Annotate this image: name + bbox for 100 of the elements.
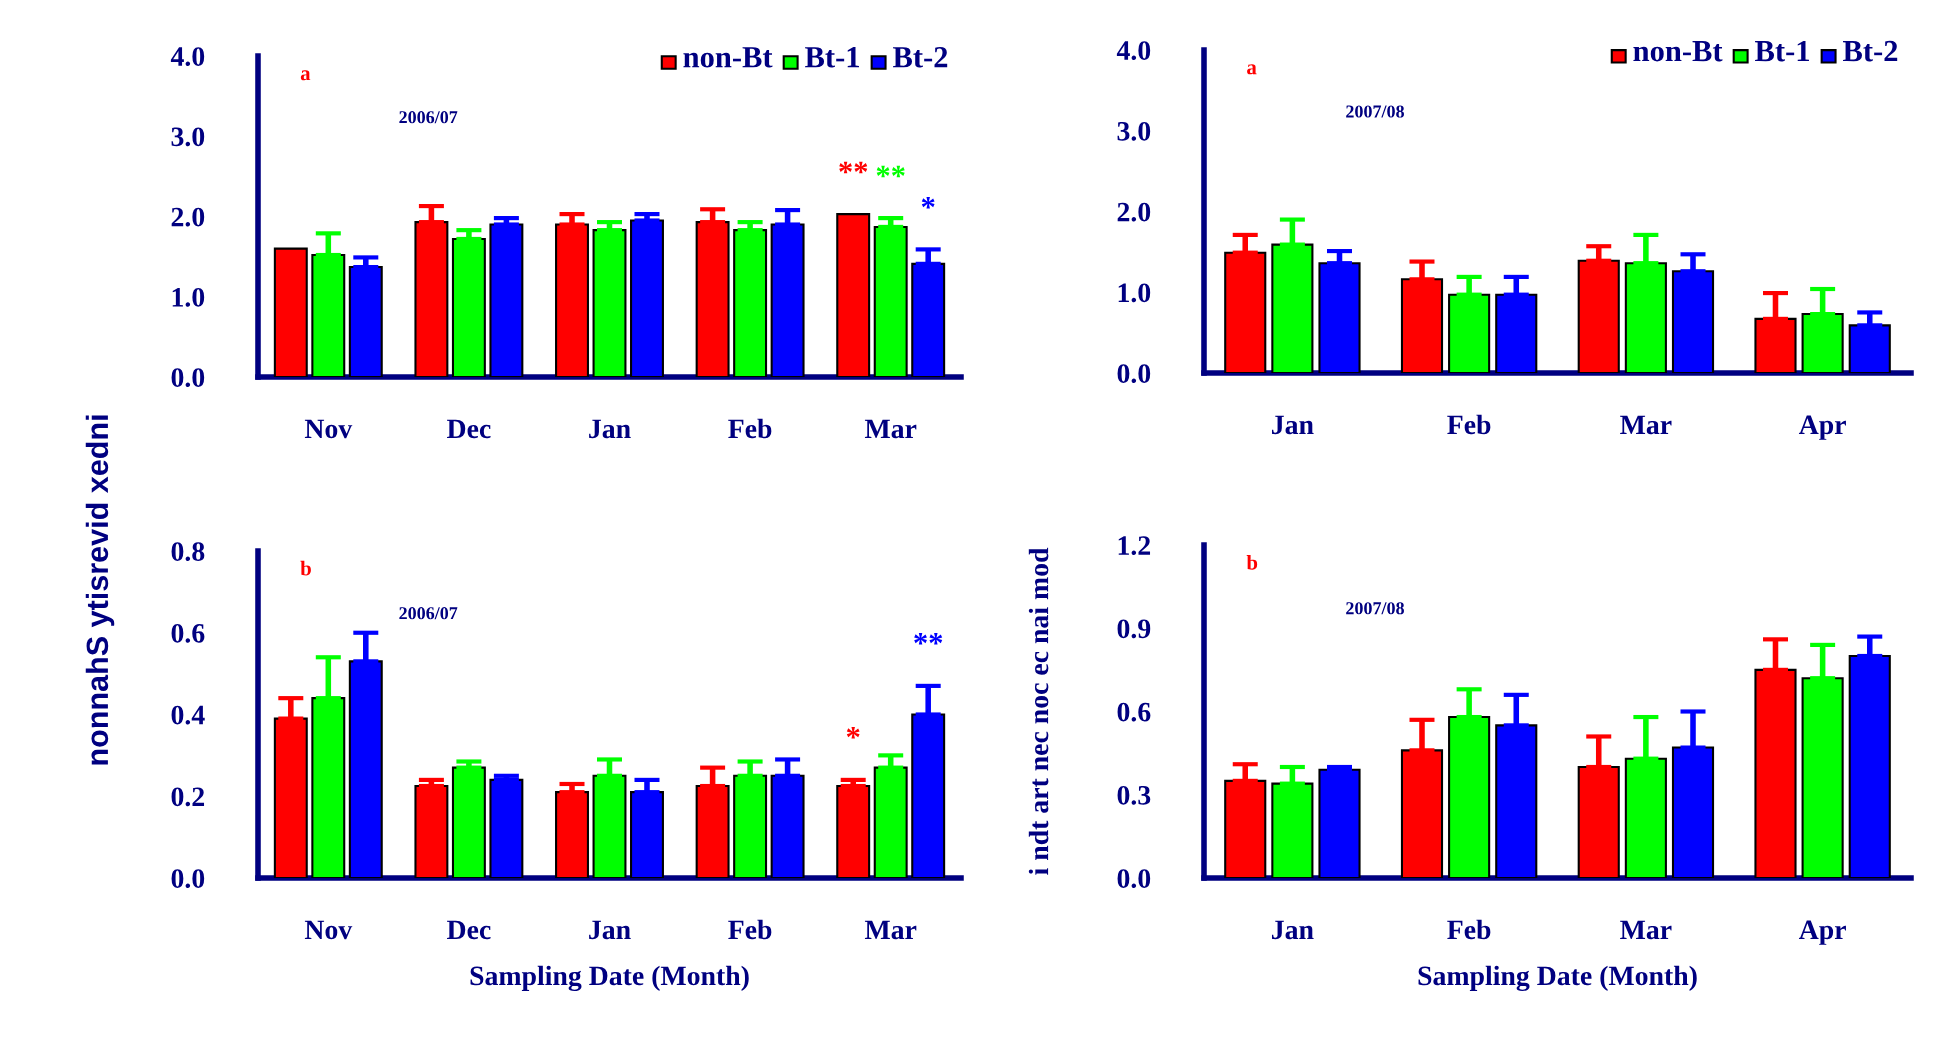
bar bbox=[695, 784, 730, 878]
bar bbox=[1271, 243, 1314, 373]
data-label: ** bbox=[876, 165, 905, 178]
bar bbox=[1318, 262, 1361, 373]
bar bbox=[911, 262, 946, 377]
chart-title: b bbox=[1246, 554, 1258, 570]
bar bbox=[1448, 293, 1491, 373]
bar bbox=[592, 229, 627, 377]
bar bbox=[1400, 749, 1444, 878]
bar bbox=[1754, 668, 1797, 878]
y-tick-label: 0.9 bbox=[1117, 619, 1151, 639]
x-tick-label: Feb bbox=[728, 919, 772, 940]
bar bbox=[1577, 259, 1620, 373]
bar bbox=[1848, 654, 1891, 878]
bar bbox=[1271, 782, 1314, 878]
bar bbox=[451, 237, 486, 377]
chart-title: a bbox=[300, 70, 311, 81]
y-tick-label: 1.2 bbox=[1118, 536, 1151, 556]
bar bbox=[273, 717, 308, 878]
bar bbox=[1801, 677, 1844, 878]
chart-title: b bbox=[300, 560, 311, 576]
y-tick-label: 1.0 bbox=[172, 287, 205, 307]
bar bbox=[1577, 765, 1620, 878]
bar bbox=[770, 223, 805, 377]
bar bbox=[311, 253, 346, 377]
bar bbox=[1448, 716, 1491, 878]
legend-label: non-Bt bbox=[683, 47, 773, 68]
bar bbox=[414, 221, 449, 377]
bar bbox=[348, 266, 383, 377]
bar bbox=[770, 774, 805, 878]
x-tick-label: Mar bbox=[1620, 415, 1672, 435]
x-tick-label: Jan bbox=[589, 419, 631, 439]
x-tick-label: Dec bbox=[447, 920, 491, 940]
bar bbox=[1754, 317, 1797, 373]
x-tick-label: Jan bbox=[1272, 920, 1314, 940]
bar bbox=[1671, 746, 1715, 878]
y-tick-label: 0.2 bbox=[171, 787, 205, 807]
bar bbox=[695, 221, 730, 377]
y-tick-label: 0.0 bbox=[171, 869, 205, 889]
text: 2006/07 bbox=[399, 607, 458, 620]
y-tick-label: 0.3 bbox=[1117, 785, 1151, 805]
bar bbox=[873, 766, 908, 878]
chart-title: a bbox=[1247, 64, 1257, 75]
y-tick-label: 0.6 bbox=[171, 623, 205, 643]
x-tick-label: Feb bbox=[1447, 919, 1491, 940]
x-tick-label: Feb bbox=[728, 418, 772, 439]
bar bbox=[1671, 270, 1715, 373]
bar bbox=[592, 774, 627, 878]
x-tick-label: Nov bbox=[304, 920, 353, 940]
x-tick-label: Mar bbox=[864, 920, 917, 940]
x-tick-label: Dec bbox=[447, 419, 491, 439]
bar bbox=[873, 225, 908, 377]
bar bbox=[1495, 293, 1538, 373]
bar bbox=[733, 229, 768, 377]
y-tick-label: 0.0 bbox=[171, 368, 205, 388]
y-tick-label: 2.0 bbox=[171, 207, 205, 227]
y-tick-label: 0.0 bbox=[1117, 364, 1151, 384]
x-tick-label: Mar bbox=[1620, 920, 1672, 940]
x-tick-label: Nov bbox=[304, 419, 353, 439]
bar bbox=[1400, 278, 1444, 373]
bar bbox=[1801, 313, 1844, 373]
y-axis-title: i ndt art nec noc ec nai mod bbox=[1028, 547, 1049, 875]
y-tick-label: 3.0 bbox=[1117, 121, 1151, 141]
x-axis-title: Sampling Date (Month) bbox=[1418, 965, 1697, 992]
legend-label: non-Bt bbox=[1633, 41, 1723, 62]
bar bbox=[1624, 262, 1667, 373]
y-tick-label: 4.0 bbox=[1116, 41, 1151, 61]
y-tick-label: 0.8 bbox=[171, 542, 205, 562]
y-tick-label: 1.0 bbox=[1118, 283, 1151, 303]
x-axis-title: Sampling Date (Month) bbox=[470, 965, 749, 992]
bar bbox=[1224, 779, 1267, 878]
y-tick-label: 2.0 bbox=[1117, 202, 1151, 222]
text: 2006/07 bbox=[399, 111, 458, 124]
x-tick-label: Feb bbox=[1447, 414, 1491, 435]
x-tick-label: Jan bbox=[1272, 415, 1314, 435]
bar bbox=[911, 713, 946, 878]
bar bbox=[555, 223, 589, 377]
data-label: ** bbox=[914, 633, 943, 645]
legend-label: Bt-1 bbox=[1755, 40, 1809, 62]
x-tick-label: Apr bbox=[1798, 920, 1846, 945]
y-tick-label: 4.0 bbox=[170, 47, 205, 67]
bar bbox=[1624, 757, 1667, 878]
text: 2007/08 bbox=[1346, 602, 1404, 615]
y-tick-label: 3.0 bbox=[171, 127, 205, 147]
data-label: ** bbox=[839, 161, 868, 174]
bar bbox=[1495, 724, 1538, 878]
x-tick-label: Jan bbox=[589, 920, 631, 940]
y-tick-label: 0.6 bbox=[1117, 702, 1151, 722]
y-tick-label: 0.0 bbox=[1117, 869, 1151, 889]
bar bbox=[836, 213, 871, 377]
legend-label: Bt-2 bbox=[1843, 40, 1898, 62]
bar bbox=[311, 697, 346, 878]
data-label: * bbox=[846, 727, 860, 739]
data-label: * bbox=[921, 197, 935, 209]
bar bbox=[348, 660, 383, 878]
bar bbox=[555, 791, 589, 878]
bar bbox=[1848, 324, 1891, 373]
y-tick-label: 0.4 bbox=[171, 705, 205, 725]
text: 2007/08 bbox=[1346, 105, 1404, 118]
x-tick-label: Apr bbox=[1798, 415, 1846, 440]
